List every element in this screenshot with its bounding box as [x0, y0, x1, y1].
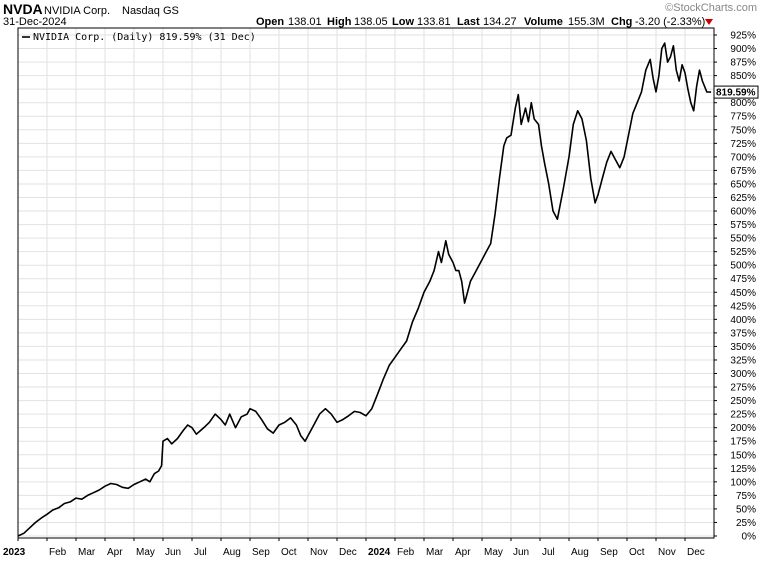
x-tick-label: 2023: [3, 547, 26, 558]
y-tick-label: 650%: [730, 179, 756, 190]
x-tick-label: 2024: [368, 547, 391, 558]
exchange: Nasdaq GS: [122, 5, 179, 17]
high-label: High: [327, 16, 352, 28]
x-tick-label: Aug: [223, 547, 241, 558]
y-axis-ticks: 0% 25% 50% 75% 100% 125% 150% 175% 200% 225% 250% 2…: [714, 31, 756, 543]
chart-date: 31-Dec-2024: [3, 16, 67, 28]
last-value-box: [713, 85, 759, 99]
y-tick-label: 425%: [730, 301, 756, 312]
y-tick-label: 675%: [730, 166, 756, 177]
volume-value: 155.3M: [568, 16, 605, 28]
x-tick-label: Mar: [426, 547, 444, 558]
x-tick-label: Sep: [600, 547, 618, 558]
y-tick-label: 550%: [730, 234, 756, 245]
x-tick-label: Sep: [252, 547, 270, 558]
x-tick-label: Oct: [281, 547, 297, 558]
y-tick-label: 450%: [730, 288, 756, 299]
y-tick-label: 700%: [730, 152, 756, 163]
x-tick-label: Feb: [397, 547, 415, 558]
y-tick-label: 800%: [730, 98, 756, 109]
y-tick-label: 475%: [730, 274, 756, 285]
x-tick-label: Nov: [658, 547, 676, 558]
series-line: [17, 42, 712, 537]
x-tick-label: Apr: [455, 547, 471, 558]
x-axis-ticks: 2023 Feb Mar Apr May Jun Jul Aug Sep Oct Nov Dec 202…: [3, 538, 705, 558]
x-tick-label: Feb: [49, 547, 67, 558]
y-tick-label: 100%: [730, 477, 756, 488]
last-value-marker: 819.59%: [713, 85, 759, 99]
x-tick-label: Nov: [310, 547, 328, 558]
y-tick-label: 925%: [730, 31, 756, 42]
y-tick-label: 325%: [730, 355, 756, 366]
y-tick-label: 125%: [730, 464, 756, 475]
y-tick-label: 250%: [730, 396, 756, 407]
x-tick-label: Apr: [107, 547, 123, 558]
x-tick-label: May: [484, 547, 503, 558]
volume-label: Volume: [524, 16, 563, 28]
chg-value: -3.20 (-2.33%): [635, 16, 705, 28]
y-tick-label: 300%: [730, 369, 756, 380]
y-tick-label: 875%: [730, 58, 756, 69]
high-value: 138.05: [354, 16, 388, 28]
low-value: 133.81: [417, 16, 451, 28]
down-arrow-icon: [705, 19, 713, 25]
company-name: NVIDIA Corp.: [44, 5, 110, 17]
legend: NVIDIA Corp. (Daily) 819.59% (31 Dec): [22, 32, 256, 43]
y-tick-label: 775%: [730, 112, 756, 123]
x-tick-label: Oct: [629, 547, 645, 558]
y-tick-label: 350%: [730, 342, 756, 353]
x-tick-label: Jul: [542, 547, 555, 558]
y-tick-label: 225%: [730, 410, 756, 421]
legend-label: NVIDIA Corp. (Daily) 819.59% (31 Dec): [33, 32, 256, 43]
y-tick-label: 75%: [736, 491, 756, 502]
x-tick-label: Mar: [78, 547, 96, 558]
x-tick-label: Aug: [571, 547, 589, 558]
grid: [17, 28, 714, 538]
y-tick-label: 150%: [730, 450, 756, 461]
y-tick-label: 375%: [730, 328, 756, 339]
y-tick-label: 50%: [736, 504, 756, 515]
chg-label: Chg: [611, 16, 632, 28]
symbol: NVDA: [3, 1, 43, 17]
last-value-label: 819.59%: [716, 88, 756, 99]
open-label: Open: [256, 16, 284, 28]
y-tick-label: 725%: [730, 139, 756, 150]
x-tick-label: Jul: [194, 547, 207, 558]
y-tick-label: 275%: [730, 383, 756, 394]
y-tick-label: 600%: [730, 207, 756, 218]
y-tick-label: 200%: [730, 423, 756, 434]
y-tick-label: 850%: [730, 71, 756, 82]
y-tick-label: 575%: [730, 220, 756, 231]
y-tick-label: 400%: [730, 315, 756, 326]
y-tick-label: 525%: [730, 247, 756, 258]
y-tick-label: 175%: [730, 437, 756, 448]
x-tick-label: Dec: [339, 547, 357, 558]
x-tick-label: Dec: [687, 547, 705, 558]
low-label: Low: [392, 16, 414, 28]
y-tick-label: 500%: [730, 261, 756, 272]
x-tick-label: Jun: [165, 547, 181, 558]
y-tick-label: 25%: [736, 518, 756, 529]
quote-summary: Open 138.01 High 138.05 Low 133.81 Last …: [256, 16, 713, 28]
y-tick-label: 625%: [730, 193, 756, 204]
open-value: 138.01: [288, 16, 322, 28]
y-tick-label: 750%: [730, 125, 756, 136]
x-tick-label: May: [136, 547, 155, 558]
last-value: 134.27: [483, 16, 517, 28]
y-tick-label: 900%: [730, 44, 756, 55]
last-label: Last: [457, 16, 480, 28]
y-tick-label: 0%: [742, 532, 757, 543]
watermark: ©StockCharts.com: [665, 2, 757, 14]
x-tick-label: Jun: [513, 547, 529, 558]
